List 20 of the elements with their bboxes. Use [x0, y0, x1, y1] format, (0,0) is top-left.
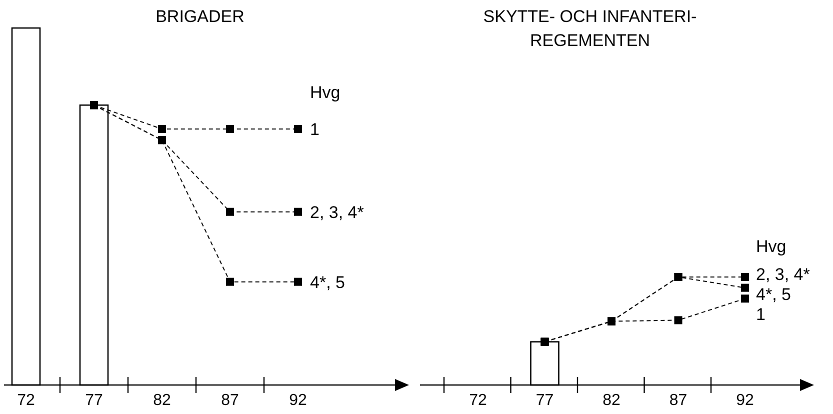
- x-tick-label: 87: [669, 392, 688, 409]
- x-tick-label: 92: [289, 392, 307, 409]
- x-tick-label: 82: [602, 392, 620, 409]
- legend-title: Hvg: [756, 237, 786, 256]
- x-tick-label: 72: [469, 392, 487, 409]
- series-label: 2, 3, 4*: [756, 265, 810, 284]
- x-tick-label: 72: [17, 392, 35, 409]
- series-label: 4*, 5: [310, 272, 345, 292]
- series-label: 2, 3, 4*: [310, 202, 364, 222]
- series-label: 1: [310, 120, 320, 140]
- x-tick-label: 77: [536, 392, 554, 409]
- chart-title: BRIGADER: [156, 7, 244, 26]
- x-tick-label: 92: [736, 392, 754, 409]
- series-label: 4*, 5: [756, 285, 791, 304]
- legend-title: Hvg: [310, 83, 340, 102]
- x-tick-label: 77: [85, 392, 103, 409]
- x-tick-label: 82: [153, 392, 171, 409]
- chart-title: SKYTTE- OCH INFANTERI- REGEMENTEN: [483, 7, 697, 50]
- x-tick-label: 87: [221, 392, 239, 409]
- series-label: 1: [756, 305, 766, 324]
